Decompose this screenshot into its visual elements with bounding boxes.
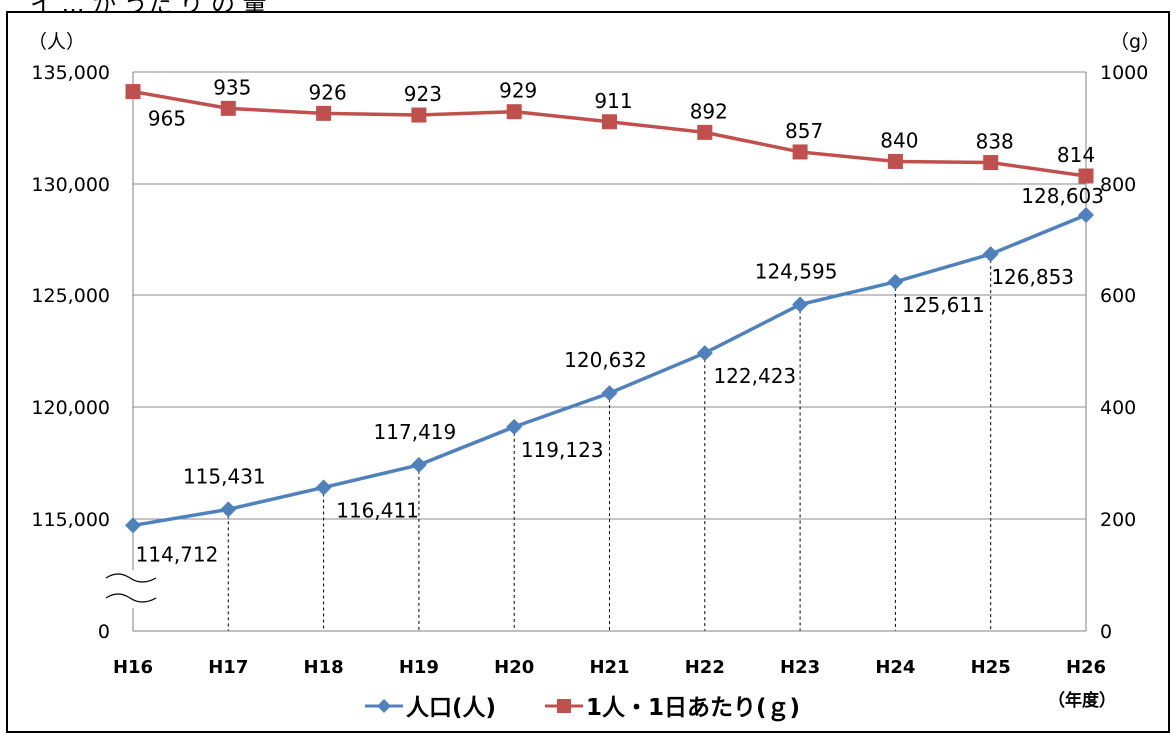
per-capita-data-label: 926: [309, 80, 347, 104]
population-data-label: 125,611: [902, 293, 985, 317]
per-capita-point: [316, 105, 332, 121]
diamond-marker-icon: [377, 699, 391, 713]
per-capita-point: [506, 104, 522, 120]
population-point: [1078, 206, 1094, 223]
legend: 人口(人) 1人・1日あたり(ｇ): [365, 695, 800, 722]
per-capita-data-label: 965: [148, 107, 186, 131]
left-tick-label: 120,000: [31, 397, 110, 419]
per-capita-data-label: 840: [880, 128, 918, 152]
population-point: [696, 345, 713, 362]
population-point: [601, 385, 618, 402]
per-capita-point: [1078, 168, 1094, 184]
population-data-label: 117,419: [374, 420, 457, 444]
right-tick-label: 0: [1100, 621, 1112, 643]
per-capita-data-label: 929: [499, 79, 537, 103]
right-tick-label: 200: [1100, 509, 1136, 531]
cropped-heading: イ ... か うた り の 量: [0, 0, 1174, 12]
per-capita-data-label: 814: [1057, 143, 1095, 167]
square-marker-icon: [557, 699, 571, 713]
right-tick-label: 800: [1100, 174, 1136, 196]
per-capita-data-label: 911: [594, 89, 632, 113]
axis-break-icon: [104, 570, 162, 608]
x-axis-unit: （年度）: [1048, 690, 1116, 711]
per-capita-data-label: 935: [213, 75, 251, 99]
series-layer: [125, 84, 1094, 534]
population-point: [315, 479, 332, 496]
per-capita-point: [602, 114, 617, 130]
x-tick-label: H24: [875, 657, 915, 678]
x-tick-label: H16: [113, 657, 153, 678]
legend-entry-population: 人口(人): [365, 695, 496, 721]
legend-entry-per-capita: 1人・1日あたり(ｇ): [545, 695, 800, 722]
population-point: [506, 418, 523, 435]
population-data-label: 115,431: [183, 464, 266, 488]
x-axis-ticks: H16 H17 H18 H19 H20 H21 H22 H23 H24 H25 H26: [113, 657, 1106, 678]
left-tick-label: 130,000: [31, 174, 110, 196]
population-point: [887, 273, 904, 290]
per-capita-data-label: 892: [690, 99, 728, 123]
right-tick-label: 1000: [1100, 62, 1148, 84]
per-capita-point: [983, 155, 999, 171]
x-tick-label: H20: [494, 657, 534, 678]
left-axis-ticks: 135,000 130,000 125,000 120,000 115,000 0: [31, 62, 110, 643]
left-tick-label: 125,000: [31, 285, 110, 307]
x-tick-label: H22: [685, 657, 725, 678]
right-tick-label: 400: [1100, 397, 1136, 419]
x-tick-label: H23: [780, 657, 820, 678]
x-tick-label: H25: [971, 657, 1011, 678]
left-tick-label: 0: [98, 621, 110, 643]
per-capita-point: [125, 84, 141, 100]
x-tick-label: H26: [1066, 657, 1106, 678]
per-capita-point: [220, 100, 236, 116]
population-point: [220, 501, 237, 518]
population-data-label: 119,123: [521, 438, 604, 462]
left-tick-label: 135,000: [31, 62, 110, 84]
right-axis-unit: （g）: [1110, 31, 1160, 53]
population-point: [125, 517, 141, 534]
legend-label-population: 人口(人): [406, 695, 496, 721]
per-capita-point: [697, 124, 713, 140]
legend-label-per-capita: 1人・1日あたり(ｇ): [586, 695, 800, 722]
per-capita-point: [887, 153, 903, 169]
data-labels: 114,712 115,431 116,411 117,419 119,123 120,6…: [136, 75, 1104, 566]
population-data-label: 120,632: [564, 348, 647, 372]
population-data-label: 122,423: [713, 364, 796, 388]
drop-lines: [227, 214, 1087, 631]
heading-fragment: イ ... か うた り の 量: [30, 0, 267, 12]
per-capita-point: [411, 107, 427, 123]
population-data-label: 128,603: [1021, 184, 1104, 208]
right-axis-ticks: 1000 800 600 400 200 0: [1100, 62, 1148, 643]
population-data-label: 126,853: [991, 265, 1074, 289]
left-tick-label: 115,000: [31, 509, 110, 531]
right-tick-label: 600: [1100, 285, 1136, 307]
left-axis-unit: （人）: [28, 31, 85, 53]
population-data-label: 124,595: [755, 260, 838, 284]
per-capita-data-label: 857: [785, 119, 823, 143]
per-capita-point: [792, 144, 808, 160]
chart-border: [6, 11, 1170, 733]
population-point: [982, 246, 999, 263]
population-point: [792, 296, 809, 313]
population-point: [410, 456, 427, 473]
population-data-label: 116,411: [336, 498, 419, 522]
x-tick-label: H21: [589, 657, 629, 678]
x-tick-label: H19: [399, 657, 439, 678]
x-tick-label: H17: [208, 657, 248, 678]
per-capita-data-label: 838: [976, 130, 1014, 154]
x-tick-label: H18: [304, 657, 344, 678]
per-capita-data-label: 923: [404, 82, 442, 106]
population-data-label: 114,712: [136, 542, 219, 566]
